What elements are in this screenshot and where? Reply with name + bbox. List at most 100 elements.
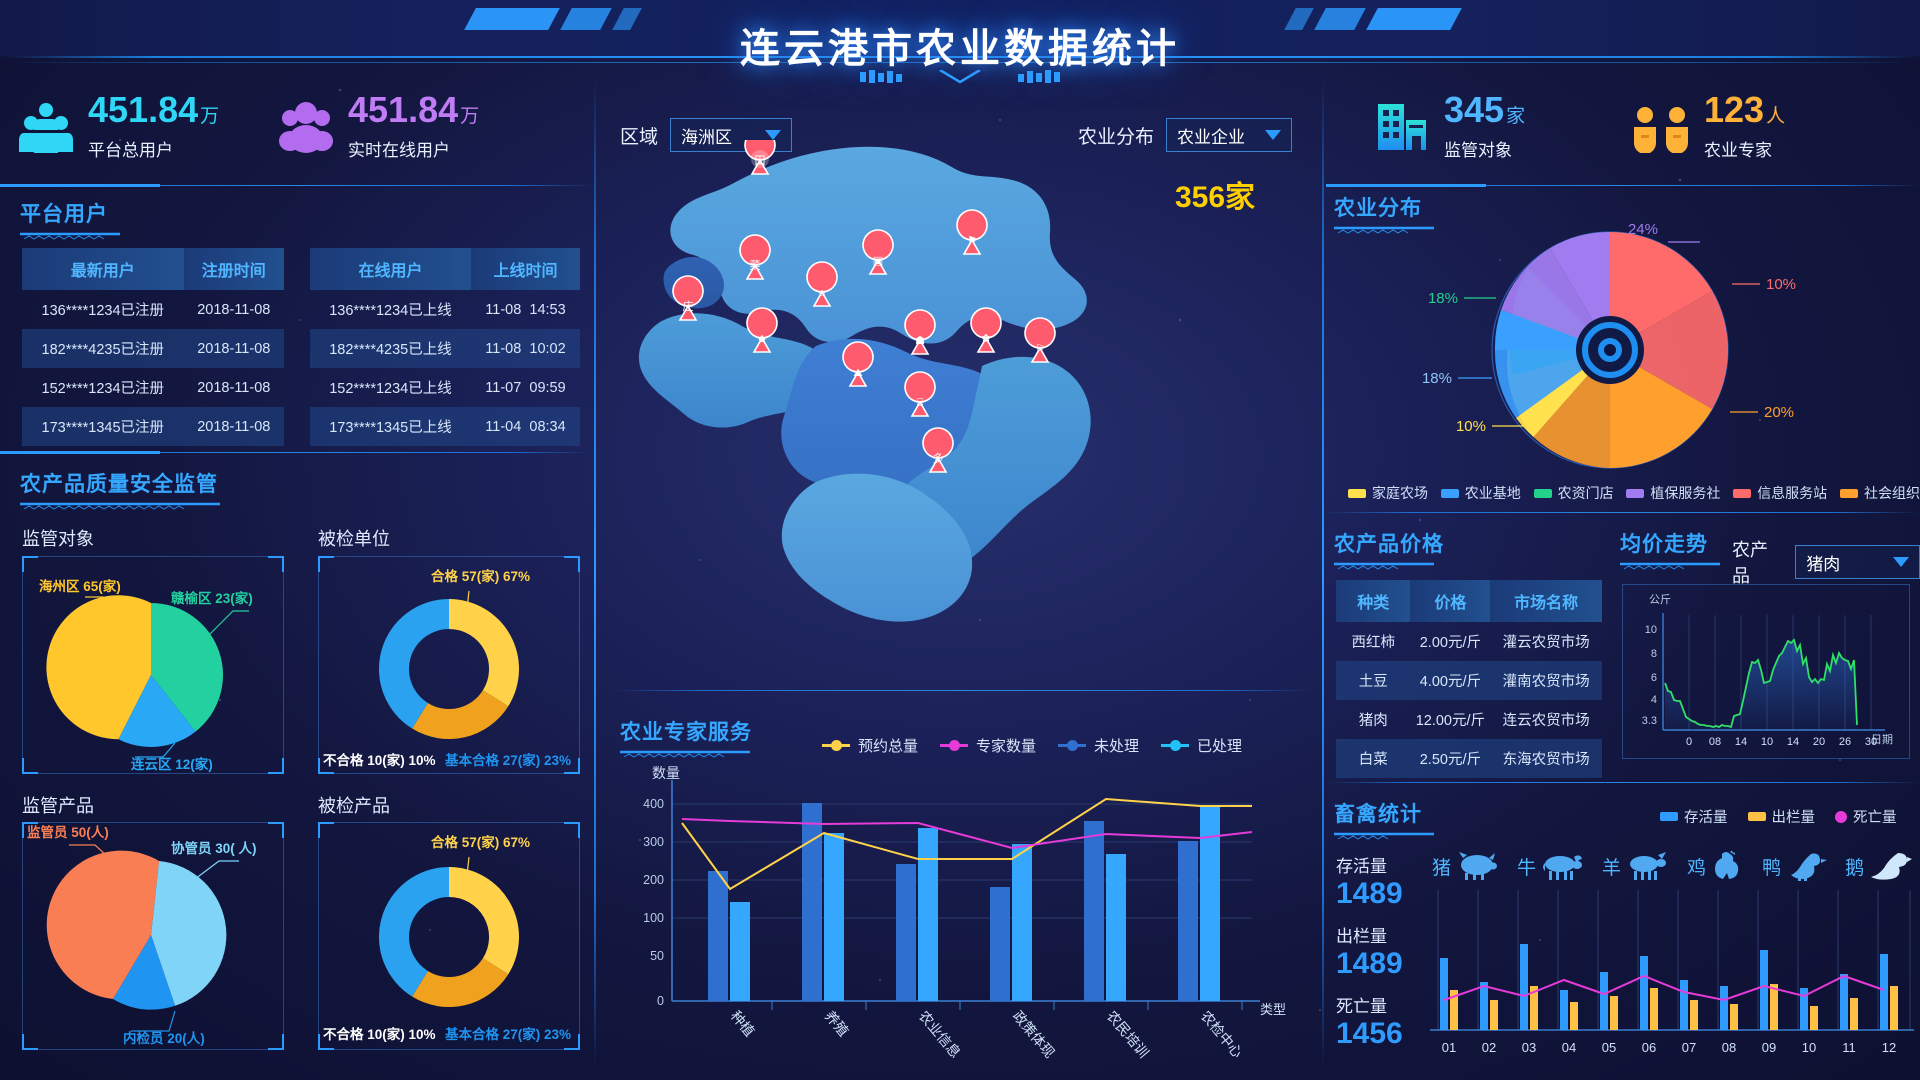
online-users-table[interactable]: 在线用户 上线时间 136****1234已上线 11-08 14:53 182*… <box>310 248 580 446</box>
pie-slice-ganyu[interactable] <box>151 603 223 732</box>
inspected-unit-chart-frame: 合格 57(家) 67% 基本合格 27(家) 23% 不合格 10(家) 10… <box>318 556 580 774</box>
map-marker[interactable]: ⌂ <box>806 261 838 307</box>
table-row[interactable]: 173****1345已注册 2018-11-08 <box>22 407 284 446</box>
map-marker[interactable]: ⚐ <box>1024 317 1056 363</box>
x-tick: 01 <box>1442 1040 1456 1055</box>
pie-slice-neijianyuan[interactable] <box>113 935 175 1010</box>
legend-item[interactable]: 预约总量 <box>822 735 918 756</box>
table-row[interactable]: 173****1345已上线 11-04 08:34 <box>310 407 580 446</box>
agri-distribution-legend: 家庭农场 农业基地 农资门店 植保服务社 信息服务站 社会组织 <box>1348 483 1920 503</box>
pie-slice-xieguanyuan[interactable] <box>151 861 227 1006</box>
bar-group[interactable] <box>1560 990 1578 1030</box>
map-marker[interactable]: ⌸ <box>904 371 936 417</box>
donut-slice-qualified[interactable] <box>449 599 520 707</box>
donut-slice-basic[interactable] <box>412 958 509 1008</box>
kpi-online-users: 451.84 万 实时在线用户 <box>278 92 479 161</box>
section-divider-tick <box>0 184 160 187</box>
bar-group[interactable] <box>1640 956 1658 1030</box>
table-row[interactable]: 136****1234已上线 11-08 14:53 <box>310 290 580 329</box>
bar-group[interactable] <box>1800 988 1818 1030</box>
animal-chicken[interactable]: 鸡 <box>1687 850 1744 882</box>
rose-slice-xinxi[interactable] <box>1610 232 1713 350</box>
table-row[interactable]: 土豆 4.00元/斤 灌南农贸市场 <box>1336 661 1602 700</box>
table-row[interactable]: 152****1234已注册 2018-11-08 <box>22 368 284 407</box>
legend-item[interactable]: 农资门店 <box>1533 483 1614 503</box>
rose-slice-xinxi-2[interactable] <box>1610 291 1729 409</box>
table-header-row: 最新用户 注册时间 <box>22 248 284 290</box>
legend-item[interactable]: 家庭农场 <box>1348 483 1428 503</box>
map-marker[interactable]: 菜 <box>739 234 771 280</box>
animal-goat[interactable]: 羊 <box>1602 851 1669 881</box>
bar-group[interactable] <box>990 844 1032 1001</box>
table-row[interactable]: 白菜 2.50元/斤 东海农贸市场 <box>1336 739 1602 778</box>
map-marker[interactable]: ▣ <box>862 229 894 275</box>
bar-group[interactable] <box>1720 986 1738 1030</box>
map-marker[interactable]: ⚑ <box>956 209 988 255</box>
rose-slice-shehui-2[interactable] <box>1533 350 1610 468</box>
map-marker[interactable]: ✿ <box>970 307 1002 353</box>
table-row[interactable]: 152****1234已上线 11-07 09:59 <box>310 368 580 407</box>
latest-users-table[interactable]: 最新用户 注册时间 136****1234已注册 2018-11-08 182**… <box>22 248 284 446</box>
legend-item[interactable]: 专家数量 <box>940 735 1036 756</box>
animal-duck[interactable]: 鸭 <box>1762 851 1828 881</box>
legend-item[interactable]: 出栏量 <box>1747 806 1815 827</box>
legend-item[interactable]: 社会组织 <box>1839 483 1920 503</box>
cell-kind: 西红柿 <box>1351 635 1395 651</box>
map-marker[interactable]: 田 <box>744 140 776 175</box>
svg-text:⌂: ⌂ <box>819 287 826 299</box>
product-price-table[interactable]: 种类 价格 市场名称 西红柿 2.00元/斤 灌云农贸市场 土豆 4.00元/斤 灌南农… <box>1336 580 1602 778</box>
kpi-online-users-unit: 万 <box>460 106 480 127</box>
agri-distribution-rose-chart: 24% 10% 20% 18% 18% 10% <box>1422 221 1796 469</box>
region-map[interactable]: 田 菜 ▣ 庄 ⌂ ⚑ ♣ ☗ ✿ ⚐ ⛰ ⌸ 多 <box>620 140 1300 650</box>
pie-slice-lianyun[interactable] <box>118 675 196 747</box>
legend-item[interactable]: 农业基地 <box>1440 483 1521 503</box>
table-row[interactable]: 182****4235已注册 2018-11-08 <box>22 329 284 368</box>
legend-item[interactable]: 植保服务社 <box>1626 483 1720 503</box>
bar-group[interactable] <box>1440 958 1458 1030</box>
x-tick: 10 <box>1802 1040 1816 1055</box>
bar-group[interactable] <box>896 828 938 1001</box>
legend-item[interactable]: 未处理 <box>1058 735 1139 756</box>
trend-product-select[interactable]: 猪肉 <box>1795 545 1920 579</box>
rose-slice-zhibao-2[interactable] <box>1501 248 1610 350</box>
map-marker[interactable]: 多 <box>922 427 954 473</box>
product-price-section: 农产品价格 <box>1334 528 1444 576</box>
donut-slice-unqualified[interactable] <box>378 867 449 997</box>
legend-item[interactable]: 已处理 <box>1161 735 1242 756</box>
pie-slice-haizhou[interactable] <box>46 595 151 740</box>
animal-cow[interactable]: 牛 <box>1517 851 1584 881</box>
legend-item[interactable]: 死亡量 <box>1835 806 1897 827</box>
donut-slice-basic[interactable] <box>412 690 509 740</box>
pie-slice-jianguanyuan[interactable] <box>46 850 159 999</box>
animal-pig[interactable]: 猪 <box>1432 851 1499 881</box>
bar-group[interactable] <box>1840 974 1858 1030</box>
map-marker[interactable]: ♣ <box>746 307 778 353</box>
distribution-select[interactable]: 农业企业 <box>1166 118 1293 152</box>
legend-item[interactable]: 信息服务站 <box>1733 483 1827 503</box>
table-row[interactable]: 136****1234已注册 2018-11-08 <box>22 290 284 329</box>
legend-item[interactable]: 存活量 <box>1660 806 1728 827</box>
livestock-title: 畜禽统计 <box>1334 803 1422 826</box>
map-marker[interactable]: 庄 <box>672 275 704 321</box>
map-region-west[interactable] <box>638 313 830 428</box>
table-row[interactable]: 猪肉 12.00元/斤 连云农贸市场 <box>1336 700 1602 739</box>
bar-group[interactable] <box>708 871 750 1001</box>
bar-group[interactable] <box>1680 980 1698 1030</box>
bar-group[interactable] <box>802 803 844 1001</box>
bar-group[interactable] <box>1084 821 1126 1001</box>
rose-slice-shehui[interactable] <box>1610 350 1713 468</box>
bar-group[interactable] <box>1600 972 1618 1030</box>
bar-group[interactable] <box>1178 806 1220 1001</box>
table-row[interactable]: 182****4235已上线 11-08 10:02 <box>310 329 580 368</box>
donut-slice-unqualified[interactable] <box>378 599 449 729</box>
bar-group[interactable] <box>1520 944 1538 1030</box>
table-row[interactable]: 西红柿 2.00元/斤 灌云农贸市场 <box>1336 622 1602 661</box>
map-region-south[interactable] <box>781 473 973 622</box>
donut-slice-qualified[interactable] <box>449 867 520 975</box>
map-marker[interactable]: ⛰ <box>842 341 874 387</box>
map-marker[interactable]: ☗ <box>904 309 936 355</box>
bar-group[interactable] <box>1480 982 1498 1030</box>
animal-goose[interactable]: 鹅 <box>1845 851 1913 881</box>
bar-group[interactable] <box>1760 950 1778 1030</box>
bar-group[interactable] <box>1880 954 1898 1030</box>
